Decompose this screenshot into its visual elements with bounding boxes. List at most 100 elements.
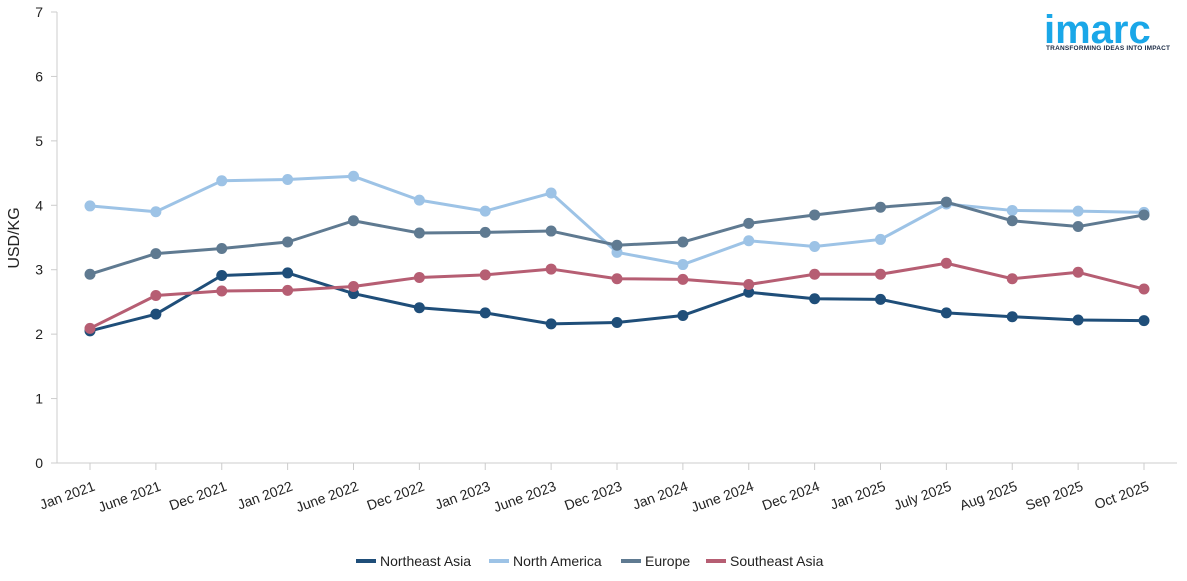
europe-point [150,248,162,260]
y-tick-label: 0 [35,455,43,471]
x-tick-label: Dec 2023 [562,478,624,514]
northeast-asia-point [150,308,162,320]
southeast-asia-point [479,269,491,281]
y-tick-label: 3 [35,262,43,278]
southeast-asia-point [282,284,294,296]
series-europe [84,196,1150,280]
x-tick-label: Jan 2021 [37,478,97,513]
europe-point [940,196,952,208]
northeast-asia-point [677,309,689,321]
europe-point [1006,215,1018,227]
europe-line [88,200,1146,276]
north-america-point [743,235,755,247]
y-tick-label: 4 [35,197,43,213]
y-tick-label: 5 [35,133,43,149]
x-tick-label: June 2022 [294,478,361,515]
europe-point [677,236,689,248]
series-layer [84,170,1150,337]
europe-point [479,226,491,238]
north-america-point [348,170,359,182]
x-tick-label: Dec 2021 [167,478,229,514]
north-america-point [809,241,821,253]
x-tick-label: July 2025 [892,478,954,514]
y-tick-label: 1 [35,391,43,407]
north-america-point [479,205,491,217]
northeast-asia-point [1138,315,1150,327]
north-america-point [150,206,162,218]
y-tick-label: 6 [35,68,43,84]
southeast-asia-point [1138,283,1150,295]
southeast-asia-point [84,322,96,334]
north-america-point [677,259,689,271]
northeast-asia-point [875,293,886,305]
europe-point [348,215,359,227]
legend-label: Southeast Asia [730,553,824,569]
europe-point [1072,221,1084,233]
x-tick-label: Dec 2022 [365,478,427,514]
southeast-asia-point [413,271,425,283]
northeast-asia-point [282,267,294,279]
legend-label: North America [513,553,602,569]
europe-point [1138,209,1150,221]
logo-wordmark: imarc [1044,8,1151,52]
southeast-asia-point [348,280,359,292]
southeast-asia-point [216,285,228,297]
y-tick-label: 2 [35,326,43,342]
north-america-point [84,200,96,212]
southeast-asia-point [743,279,755,291]
x-tick-label: Oct 2025 [1092,478,1151,513]
northeast-asia-point [809,293,821,305]
x-tick-label: Dec 2024 [760,478,822,514]
northeast-asia-point [479,307,491,319]
legend-item-europe: Europe [621,553,690,569]
x-tick-label: Jan 2023 [433,478,493,513]
legend-label: Europe [645,553,690,569]
north-america-point [545,187,557,199]
northeast-asia-point [413,302,425,314]
europe-point [545,225,557,237]
europe-point [413,227,425,239]
legend-label: Northeast Asia [380,553,471,569]
y-tick-label: 7 [35,4,43,20]
southeast-asia-point [809,268,821,280]
southeast-asia-point [940,257,952,269]
north-america-point [413,194,425,206]
southeast-asia-point [1006,273,1018,285]
southeast-asia-point [545,263,557,275]
northeast-asia-point [1072,314,1084,326]
northeast-asia-point [743,286,755,298]
x-tick-label: Sep 2025 [1023,478,1085,514]
x-tick-label: June 2024 [689,478,756,515]
legend-item-northeast-asia: Northeast Asia [356,553,471,569]
legend-item-north-america: North America [489,553,602,569]
northeast-asia-point [1006,311,1018,323]
y-axis-ticks: 0 1 2 3 4 5 6 7 [35,4,57,471]
x-tick-label: Jan 2025 [828,478,888,513]
southeast-asia-point [150,289,162,301]
axes [56,12,1177,464]
southeast-asia-point [677,273,689,285]
northeast-asia-point [940,307,952,319]
north-america-point [216,175,228,187]
north-america-point [1072,205,1084,217]
series-north-america [84,170,1150,271]
x-tick-label: Aug 2025 [957,478,1019,514]
series-southeast-asia [84,257,1150,334]
x-tick-label: June 2023 [491,478,558,515]
legend: Northeast Asia North America Europe Southea… [356,553,824,569]
north-america-point [875,233,886,245]
southeast-asia-point [1072,266,1084,278]
imarc-logo: imarc TRANSFORMING IDEAS INTO IMPACT [1044,8,1170,52]
europe-point [809,209,821,221]
northeast-asia-point [545,318,557,330]
europe-point [875,201,886,213]
legend-item-southeast-asia: Southeast Asia [706,553,824,569]
europe-point [84,268,96,280]
x-tick-label: Jan 2024 [630,478,690,513]
logo-tagline: TRANSFORMING IDEAS INTO IMPACT [1046,45,1170,52]
northeast-asia-point [611,317,623,329]
northeast-asia-point [216,270,228,282]
southeast-asia-point [875,268,886,280]
